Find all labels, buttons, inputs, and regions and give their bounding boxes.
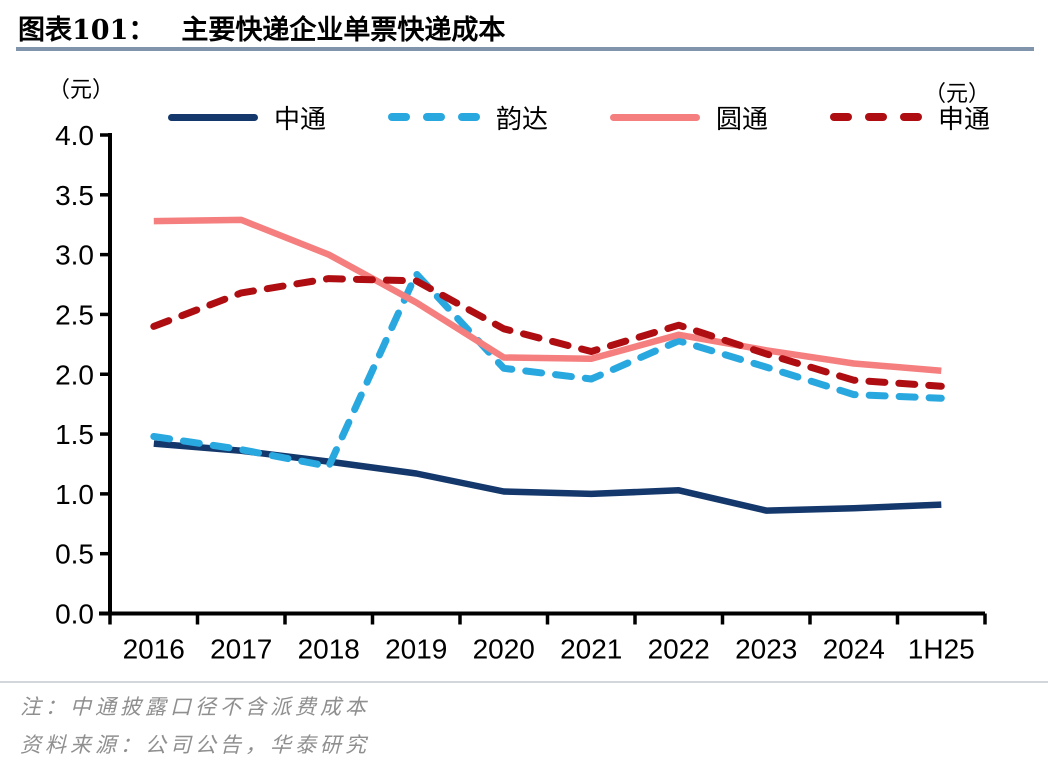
y-axis-unit-label-right: （元） <box>923 82 990 107</box>
x-axis-tick-label: 2016 <box>123 634 185 665</box>
y-axis-tick-label: 2.5 <box>55 299 94 330</box>
x-axis-tick-label: 2022 <box>648 634 710 665</box>
footnote-source: 资料来源：公司公告，华泰研究 <box>20 733 370 757</box>
legend-dash <box>829 113 852 121</box>
y-axis-tick-label: 1.0 <box>55 479 94 510</box>
figure-title-text: 主要快递企业单票快递成本 <box>181 15 506 46</box>
legend-label: 申通 <box>937 104 990 135</box>
legend-item-圆通: 圆通 <box>609 99 768 136</box>
legend-item-韵达: 韵达 <box>387 99 548 136</box>
series-line-申通 <box>150 275 945 390</box>
x-axis-tick-label: 2017 <box>210 634 272 665</box>
y-axis-tick-label: 0.0 <box>55 599 94 630</box>
legend-swatch-solid-line <box>609 113 700 121</box>
legend-dash <box>422 113 445 121</box>
figure-label: 图表101： <box>18 15 156 46</box>
legend-swatch-solid-line <box>168 113 258 121</box>
series-line-韵达 <box>150 270 945 470</box>
x-axis-tick-label: 2024 <box>823 634 885 665</box>
legend-swatch-dashed-line <box>387 113 480 121</box>
y-axis-tick-label: 4.0 <box>55 120 94 151</box>
figure-title: 图表101： 主要快递企业单票快递成本 <box>18 8 505 47</box>
x-axis-tick-label: 1H25 <box>908 634 975 665</box>
y-axis-tick-label: 2.0 <box>55 359 94 390</box>
x-axis-tick-label: 2020 <box>473 634 535 665</box>
legend-label: 中通 <box>274 104 327 135</box>
legend-dash <box>864 113 887 121</box>
footnote-divider <box>0 681 1048 683</box>
title-underline-rule <box>16 47 1034 51</box>
chart-legend: 中通 韵达 圆通 申通 <box>168 102 990 135</box>
legend-item-中通: 中通 <box>168 99 326 136</box>
legend-label: 韵达 <box>495 104 548 135</box>
x-axis-tick-label: 2021 <box>560 634 622 665</box>
x-axis-tick-label: 2018 <box>298 634 360 665</box>
legend-item-申通: 申通 <box>829 99 990 136</box>
legend-dash <box>387 113 410 121</box>
legend-swatch-dashed-line <box>829 113 922 121</box>
footnote-note: 注：中通披露口径不含派费成本 <box>20 695 370 719</box>
legend-dash <box>899 113 922 121</box>
series-line-圆通 <box>153 216 942 374</box>
y-axis-tick-label: 3.5 <box>55 180 94 211</box>
x-axis-tick-label: 2023 <box>735 634 797 665</box>
y-axis-unit-label-left: （元） <box>48 78 115 103</box>
y-axis-tick-label: 0.5 <box>55 539 94 570</box>
x-axis-tick-label: 2019 <box>385 634 447 665</box>
y-axis-tick-label: 3.0 <box>55 240 94 271</box>
y-axis-tick-label: 1.5 <box>55 419 94 450</box>
legend-dash <box>457 113 480 121</box>
legend-label: 圆通 <box>715 104 768 135</box>
